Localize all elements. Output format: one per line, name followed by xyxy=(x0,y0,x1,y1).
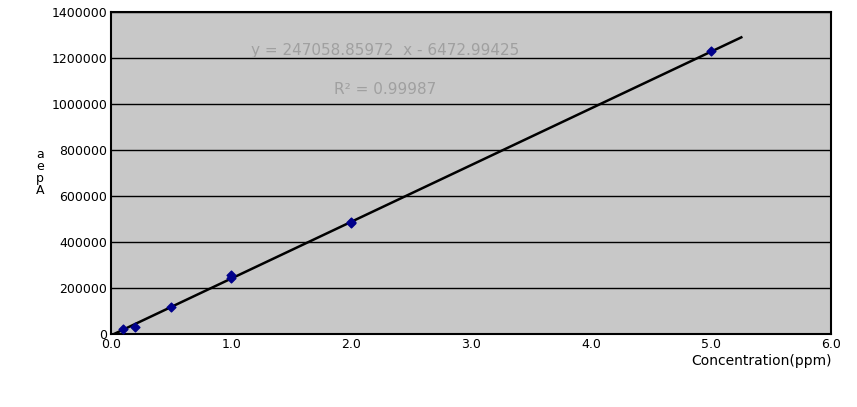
Point xyxy=(704,48,718,55)
Point xyxy=(165,304,178,310)
Point xyxy=(345,220,358,227)
Point xyxy=(345,219,358,225)
Y-axis label: a
e
p
A: a e p A xyxy=(36,149,45,197)
Text: R² = 0.99987: R² = 0.99987 xyxy=(334,82,436,97)
Point xyxy=(117,326,130,333)
Point xyxy=(225,275,238,282)
X-axis label: Concentration(ppm): Concentration(ppm) xyxy=(691,354,831,368)
Point xyxy=(225,272,238,279)
Text: y = 247058.85972  x - 6472.99425: y = 247058.85972 x - 6472.99425 xyxy=(251,43,519,58)
Point xyxy=(129,323,142,330)
